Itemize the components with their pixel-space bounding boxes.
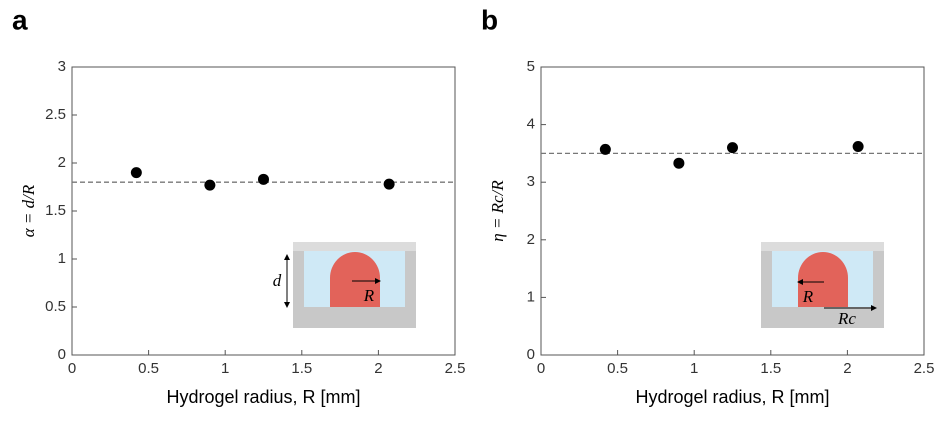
data-point [204, 179, 216, 191]
x-tick-label: 1.5 [291, 360, 312, 377]
y-tick-label: 3 [58, 58, 66, 75]
y-axis-label: η = Rc/R [488, 180, 507, 242]
y-tick-label: 1 [527, 288, 535, 305]
data-point [130, 167, 142, 179]
inset-label: d [273, 271, 282, 290]
y-tick-label: 0.5 [45, 298, 66, 315]
y-tick-label: 3 [527, 173, 535, 190]
x-tick-label: 0 [537, 360, 545, 377]
x-tick-label: 2.5 [914, 360, 935, 377]
y-tick-label: 1 [58, 250, 66, 267]
plot-frame [540, 66, 925, 356]
inset-label: R [802, 287, 814, 306]
x-tick-label: 0.5 [138, 360, 159, 377]
inset-hydrogel [798, 252, 848, 307]
x-tick-label: 2.5 [445, 360, 466, 377]
y-tick-label: 0 [527, 346, 535, 363]
x-tick-label: 2 [374, 360, 382, 377]
data-point [673, 157, 685, 169]
x-tick-label: 0 [68, 360, 76, 377]
x-tick-label: 1 [690, 360, 698, 377]
y-tick-label: 4 [527, 116, 535, 133]
y-tick-label: 5 [527, 58, 535, 75]
y-axis-label: α = d/R [19, 184, 38, 237]
y-tick-label: 2 [58, 154, 66, 171]
data-point [258, 173, 269, 185]
x-tick-label: 0.5 [607, 360, 628, 377]
inset-top [293, 242, 416, 251]
y-tick-label: 1.5 [45, 202, 66, 219]
y-tick-label: 2.5 [45, 106, 66, 123]
y-tick-label: 0 [58, 346, 66, 363]
x-tick-label: 2 [843, 360, 851, 377]
panel-label: b [481, 4, 498, 35]
data-point [383, 178, 395, 190]
data-point [727, 142, 738, 154]
panel-label: a [12, 4, 28, 35]
y-tick-label: 2 [527, 231, 535, 248]
inset-top [761, 242, 884, 251]
inset-hydrogel [330, 252, 380, 307]
inset-label: Rc [837, 309, 856, 328]
x-axis-label: Hydrogel radius, R [mm] [635, 387, 829, 407]
inset-label: R [363, 286, 375, 305]
data-point [599, 143, 611, 155]
x-tick-label: 1.5 [760, 360, 781, 377]
x-axis-label: Hydrogel radius, R [mm] [166, 387, 360, 407]
data-point [852, 140, 864, 152]
x-tick-label: 1 [221, 360, 229, 377]
